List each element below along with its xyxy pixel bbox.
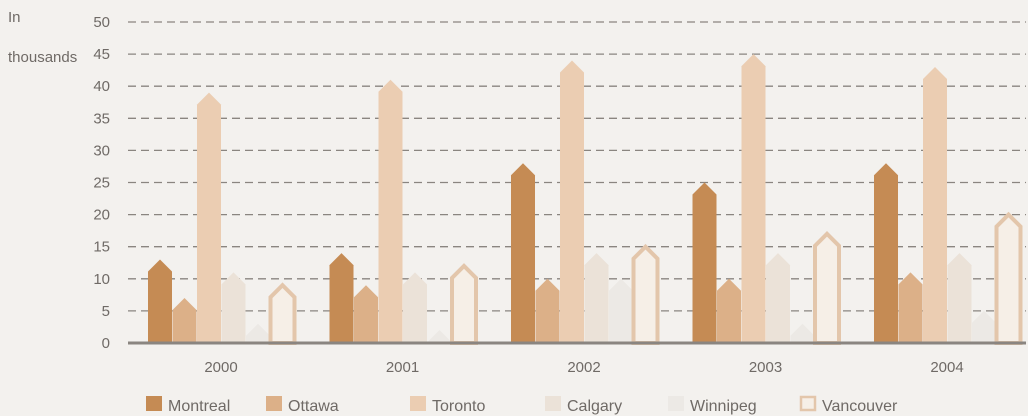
y-tick-label: 35	[93, 110, 110, 127]
x-tick-label: 2001	[386, 359, 419, 376]
y-tick-label: 45	[93, 46, 110, 63]
bar-vancouver-2003	[813, 231, 841, 345]
y-tick-label: 25	[93, 175, 110, 192]
legend-swatch-calgary	[545, 396, 561, 411]
y-tick-label: 50	[93, 14, 110, 31]
bar-winnipeg-2000	[246, 323, 270, 343]
legend-swatch-winnipeg	[668, 396, 684, 411]
y-tick-label: 40	[93, 78, 110, 95]
legend-label-montreal: Montreal	[168, 398, 230, 415]
x-tick-label: 2002	[567, 359, 600, 376]
bar-montreal-2003	[692, 182, 717, 343]
bar-vancouver-2004	[994, 211, 1023, 345]
bar-calgary-2001	[403, 272, 427, 343]
y-tick-label: 5	[102, 303, 110, 320]
legend-label-calgary: Calgary	[567, 398, 622, 415]
bar-montreal-2004	[874, 163, 898, 343]
bar-winnipeg-2002	[609, 278, 633, 343]
bar-toronto-2002	[560, 60, 584, 344]
bar-ottawa-2004	[898, 272, 923, 343]
x-tick-label: 2000	[204, 359, 237, 376]
bar-ottawa-2003	[717, 278, 741, 343]
bar-calgary-2003	[766, 253, 790, 343]
y-tick-label: 20	[93, 207, 110, 224]
bar-toronto-2001	[378, 79, 403, 343]
legend-swatch-toronto	[410, 396, 426, 411]
y-unit-label-line2: thousands	[8, 49, 77, 66]
bar-calgary-2004	[947, 253, 972, 343]
bar-ottawa-2002	[535, 278, 560, 343]
bar-vancouver-2000	[268, 282, 297, 345]
x-axis: 2000 2001 2002 2003 2004	[204, 359, 963, 376]
bar-montreal-2002	[511, 163, 535, 343]
legend-swatch-montreal	[146, 396, 162, 411]
legend-label-vancouver: Vancouver	[822, 398, 898, 415]
y-tick-label: 10	[93, 271, 110, 288]
bar-winnipeg-2003	[790, 323, 815, 343]
bar-montreal-2000	[148, 259, 172, 343]
legend-label-ottawa: Ottawa	[288, 398, 339, 415]
bar-ottawa-2001	[354, 285, 378, 343]
legend: Montreal Ottawa Toronto Calgary Winnipeg Vanc…	[146, 395, 898, 415]
bar-winnipeg-2004	[972, 310, 996, 343]
bar-calgary-2000	[221, 272, 246, 343]
bar-winnipeg-2001	[427, 330, 452, 343]
bar-vancouver-2002	[631, 243, 660, 345]
y-tick-label: 0	[102, 335, 110, 352]
x-tick-label: 2003	[749, 359, 782, 376]
bar-montreal-2001	[329, 253, 354, 343]
bar-toronto-2003	[741, 54, 766, 343]
bar-toronto-2004	[923, 66, 947, 343]
bar-calgary-2002	[584, 253, 609, 343]
legend-label-winnipeg: Winnipeg	[690, 398, 757, 415]
bar-toronto-2000	[197, 92, 221, 344]
bars	[148, 54, 1023, 345]
bar-vancouver-2001	[450, 263, 478, 345]
bar-ottawa-2000	[172, 298, 197, 343]
y-tick-label: 30	[93, 142, 110, 159]
legend-label-toronto: Toronto	[432, 398, 485, 415]
y-tick-label: 15	[93, 239, 110, 256]
legend-swatch-ottawa	[266, 396, 282, 411]
y-unit-label-line1: In	[8, 9, 21, 26]
legend-swatch-vancouver	[799, 395, 817, 412]
x-tick-label: 2004	[930, 359, 963, 376]
y-axis: 0 5 10 15 20 25 30 35 40 45 50	[93, 14, 110, 352]
